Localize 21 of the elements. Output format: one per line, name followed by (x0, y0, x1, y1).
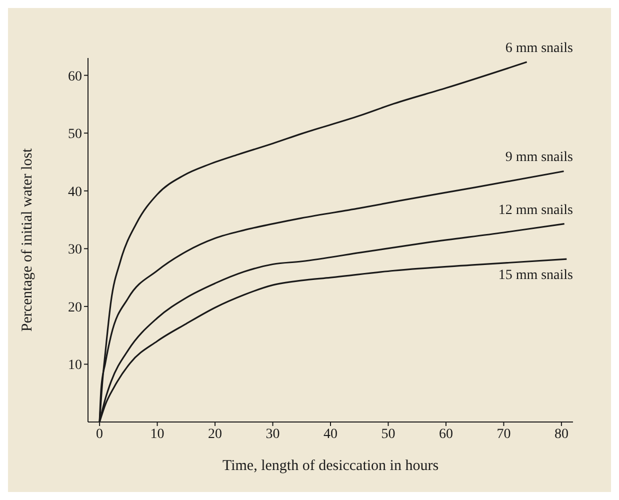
x-tick-label: 60 (438, 426, 453, 442)
x-tick-label: 0 (96, 426, 104, 442)
series-label: 9 mm snails (505, 150, 573, 166)
y-tick-label: 60 (68, 69, 82, 84)
series-label: 6 mm snails (505, 41, 573, 56)
series-label: 15 mm snails (498, 268, 573, 284)
series-label: 12 mm snails (498, 202, 573, 218)
y-tick-label: 20 (68, 300, 82, 316)
y-axis-title: Percentage of initial water lost (19, 148, 36, 332)
x-tick-label: 70 (496, 426, 511, 442)
x-tick-label: 10 (150, 426, 164, 442)
x-axis-title: Time, length of desiccation in hours (222, 458, 439, 474)
y-tick-label: 50 (68, 127, 82, 142)
x-tick-label: 40 (324, 426, 338, 442)
x-tick-label: 50 (381, 426, 396, 442)
y-tick-label: 30 (68, 242, 82, 258)
y-tick-label: 10 (68, 358, 82, 374)
x-tick-label: 80 (554, 426, 568, 442)
x-tick-label: 30 (266, 426, 280, 442)
y-tick-label: 40 (68, 184, 82, 200)
x-tick-label: 20 (208, 426, 222, 442)
